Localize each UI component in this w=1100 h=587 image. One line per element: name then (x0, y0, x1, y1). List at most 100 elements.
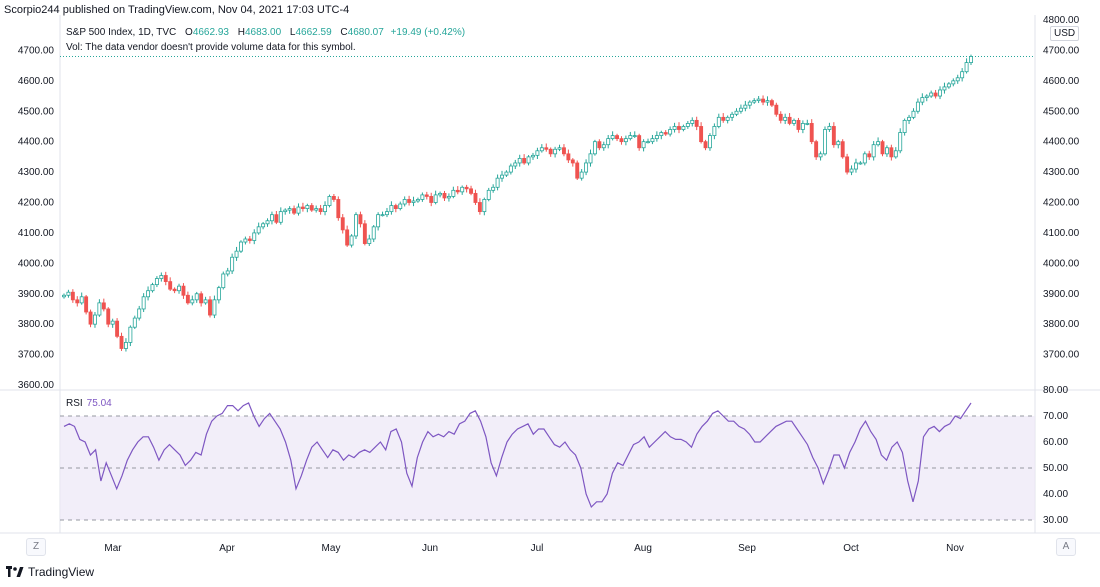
candle-body (79, 296, 84, 304)
candle-body (570, 159, 575, 164)
candle-body (331, 196, 336, 200)
candle-body (867, 153, 872, 158)
left-price-tick-label: 3800.00 (18, 319, 55, 330)
candle-body (115, 320, 120, 337)
close-label: C (340, 27, 348, 38)
time-tick-label: Apr (219, 543, 235, 554)
candle-body (588, 153, 593, 164)
rsi-label[interactable]: RSI (66, 398, 83, 409)
candle-body (358, 214, 363, 225)
candle-body (800, 123, 805, 130)
candle-body (300, 206, 305, 209)
auto-scale-button[interactable]: A (1056, 538, 1076, 556)
candle-body (716, 116, 721, 127)
candle-body (367, 238, 372, 244)
candle-body (783, 116, 788, 121)
candle-body (734, 110, 739, 115)
left-price-tick-label: 4500.00 (18, 106, 55, 117)
candle-body (769, 100, 774, 106)
candle-body (336, 199, 341, 219)
candle-body (924, 95, 929, 98)
candle-body (508, 165, 513, 173)
candle-body (199, 293, 204, 304)
candle-body (778, 113, 783, 121)
candle-body (438, 192, 443, 196)
candle-body (407, 199, 412, 203)
open-value: 4662.93 (192, 27, 229, 38)
low-value: 4662.59 (295, 27, 332, 38)
candle-body (623, 138, 628, 143)
candle-body (486, 189, 491, 200)
candle-body (194, 293, 199, 301)
candle-body (685, 123, 690, 127)
rsi-tick-label: 60.00 (1043, 437, 1068, 448)
rsi-tick-label: 80.00 (1043, 385, 1068, 396)
rsi-tick-label: 30.00 (1043, 515, 1068, 526)
footer-brand: TradingView (6, 565, 94, 579)
candle-body (849, 168, 854, 173)
candle-body (154, 278, 159, 286)
candle-body (309, 205, 314, 211)
rsi-tick-label: 40.00 (1043, 489, 1068, 500)
left-price-tick-label: 4400.00 (18, 137, 55, 148)
candle-body (318, 208, 323, 213)
candle-body (668, 129, 673, 135)
time-tick-label: Jun (422, 543, 438, 554)
candle-body (371, 226, 376, 240)
ohlc-legend: S&P 500 Index, 1D, TVC O4662.93 H4683.00… (66, 27, 465, 38)
candle-body (88, 311, 93, 325)
candle-body (177, 285, 181, 292)
zoom-button[interactable]: Z (26, 538, 46, 556)
candle-body (389, 205, 394, 213)
currency-label[interactable]: USD (1050, 26, 1080, 41)
candle-body (159, 275, 164, 279)
candle-body (234, 250, 239, 258)
candle-body (239, 241, 243, 252)
candle-body (747, 101, 752, 106)
candle-body (566, 153, 571, 161)
candle-body (433, 194, 438, 203)
time-tick-label: Nov (946, 543, 964, 554)
candle-body (840, 141, 845, 158)
candle-body (955, 77, 960, 82)
candle-body (619, 138, 624, 143)
candle-body (393, 205, 398, 209)
candle-body (535, 150, 540, 156)
candle-body (584, 162, 589, 173)
candle-body (575, 162, 580, 179)
candle-body (491, 186, 496, 191)
candle-body (681, 126, 686, 130)
left-price-tick-label: 4100.00 (18, 228, 55, 239)
candle-body (893, 150, 898, 158)
candle-body (411, 200, 416, 203)
left-price-tick-label: 4200.00 (18, 198, 55, 209)
candle-body (517, 157, 522, 164)
rsi-line (63, 402, 972, 509)
left-price-tick-label: 4700.00 (18, 45, 55, 56)
candle-body (150, 284, 155, 292)
candle-body (818, 153, 823, 158)
candle-body (354, 214, 358, 237)
candle-body (137, 308, 142, 319)
rsi-value: 75.04 (86, 398, 112, 409)
candle-body (738, 107, 743, 112)
candle-body (203, 299, 208, 304)
candle-body (774, 104, 779, 115)
right-price-tick-label: 4100.00 (1043, 228, 1080, 239)
rsi-tick-label: 70.00 (1043, 411, 1068, 422)
candle-body (70, 291, 75, 301)
time-tick-label: Aug (634, 543, 652, 554)
time-tick-label: Sep (738, 543, 756, 554)
candle-body (221, 273, 226, 289)
candle-body (752, 100, 757, 103)
candle-body (451, 189, 456, 197)
candle-body (920, 97, 925, 103)
candle-body (455, 189, 460, 193)
candle-body (101, 302, 106, 310)
tradingview-logo-icon (6, 566, 24, 577)
candle-body (933, 92, 938, 97)
symbol-title[interactable]: S&P 500 Index, 1D, TVC (66, 27, 177, 38)
high-label: H (237, 27, 245, 38)
time-tick-label: Oct (843, 543, 859, 554)
